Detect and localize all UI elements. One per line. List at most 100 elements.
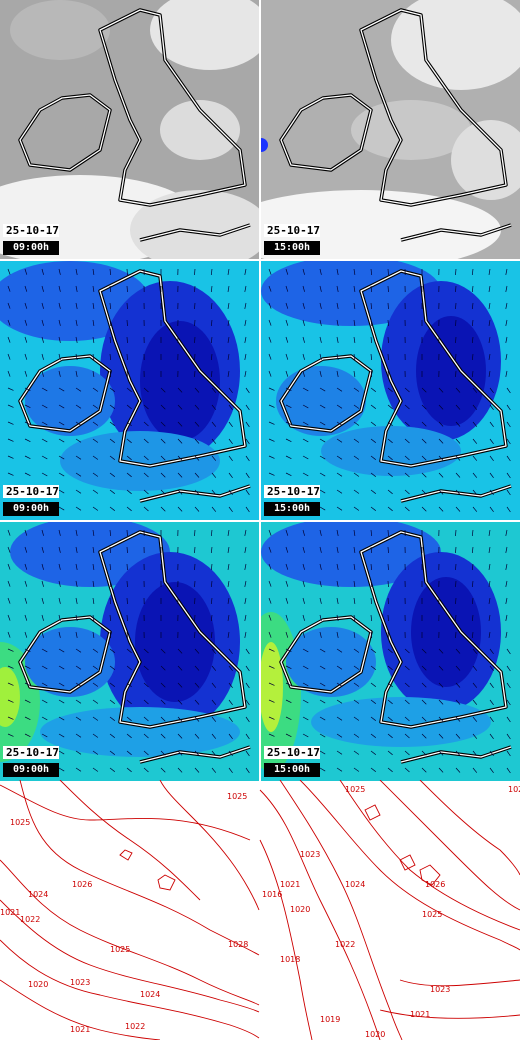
date-label: 25-10-17 — [264, 485, 320, 498]
wind-arrow — [127, 320, 128, 326]
wind-arrow — [456, 564, 457, 570]
date-label: 25-10-17 — [3, 485, 59, 498]
wind-arrow — [456, 303, 457, 309]
wind-map-1500: 25-10-17 15:00h — [261, 261, 520, 520]
isobar-label: 1024 — [345, 880, 365, 889]
isobar-label: 1026 — [72, 880, 92, 889]
wind-arrow — [456, 371, 457, 377]
wind-arrow — [388, 320, 389, 326]
isobar-label: 1023 — [300, 850, 320, 859]
wind-arrow — [127, 286, 128, 292]
wind-arrow — [388, 581, 389, 587]
wind-arrow — [388, 632, 389, 638]
isobar-label: 1018 — [280, 955, 300, 964]
wind-arrow — [456, 269, 457, 275]
time-label: 15:00h — [264, 502, 320, 516]
isobar-label: 1025 — [345, 785, 365, 794]
wind-arrow — [388, 598, 389, 604]
isobar-label: 1025 — [10, 818, 30, 827]
wind-arrow — [127, 269, 128, 275]
isobar-label: 1025 — [110, 945, 130, 954]
wind-arrow — [127, 632, 128, 638]
wind-arrow — [388, 371, 389, 377]
gust-map-graphic — [0, 522, 259, 781]
wind-arrow — [195, 581, 196, 587]
wind-arrow — [456, 354, 457, 360]
isobar-label: 1021 — [410, 1010, 430, 1019]
isobar-label: 1022 — [20, 915, 40, 924]
gust-map-0900: 25-10-17 09:00h — [0, 522, 259, 781]
isobar-label: 1028 — [508, 785, 520, 794]
isobar-label: 1020 — [365, 1030, 385, 1039]
wind-arrow — [195, 598, 196, 604]
cloud-map-graphic — [0, 0, 259, 259]
time-label: 09:00h — [3, 241, 59, 255]
wind-arrow — [127, 337, 128, 343]
wind-arrow — [388, 530, 389, 536]
wind-arrow — [127, 354, 128, 360]
wind-arrow — [456, 581, 457, 587]
wind-arrow — [388, 337, 389, 343]
isobar-label: 1022 — [125, 1022, 145, 1031]
wind-arrow — [388, 354, 389, 360]
wind-arrow — [195, 286, 196, 292]
wind-arrow — [456, 337, 457, 343]
wind-arrow — [127, 615, 128, 621]
isobar-label: 1025 — [227, 792, 247, 801]
wind-arrow — [456, 632, 457, 638]
isobar-label: 1021 — [280, 880, 300, 889]
date-label: 25-10-17 — [264, 224, 320, 237]
wind-arrow — [456, 615, 457, 621]
time-label: 09:00h — [3, 763, 59, 777]
isobar-label: 1019 — [320, 1015, 340, 1024]
wind-arrow — [195, 530, 196, 536]
isobar-label: 1028 — [228, 940, 248, 949]
wind-arrow — [456, 530, 457, 536]
wind-map-graphic — [261, 261, 520, 520]
wind-arrow — [388, 303, 389, 309]
isobar-label: 1024 — [28, 890, 48, 899]
wind-arrow — [195, 337, 196, 343]
isobar-label: 1023 — [70, 978, 90, 987]
date-label: 25-10-17 — [3, 224, 59, 237]
time-label: 15:00h — [264, 763, 320, 777]
wind-arrow — [195, 354, 196, 360]
isobar-label: 1021 — [0, 908, 20, 917]
isobar-label: 1020 — [290, 905, 310, 914]
isobar-label: 1026 — [425, 880, 445, 889]
wind-arrow — [456, 547, 457, 553]
isobar-label: 1025 — [422, 910, 442, 919]
cloud-map-0900: 25-10-17 09:00h — [0, 0, 259, 259]
wind-arrow — [456, 598, 457, 604]
cloud-map-1500: 25-10-17 15:00h — [261, 0, 520, 259]
date-label: 25-10-17 — [3, 746, 59, 759]
isobar-label: 1024 — [140, 990, 160, 999]
wind-arrow — [127, 371, 128, 377]
isobar-label: 1016 — [262, 890, 282, 899]
wind-arrow — [456, 320, 457, 326]
isobar-label: 1021 — [70, 1025, 90, 1034]
wind-map-graphic — [0, 261, 259, 520]
isobar-label: 1022 — [335, 940, 355, 949]
wind-arrow — [456, 286, 457, 292]
wind-arrow — [195, 564, 196, 570]
wind-arrow — [127, 564, 128, 570]
isobar-label: 1020 — [28, 980, 48, 989]
wind-arrow — [195, 371, 196, 377]
wind-arrow — [127, 303, 128, 309]
wind-arrow — [388, 564, 389, 570]
date-label: 25-10-17 — [264, 746, 320, 759]
gust-map-graphic — [261, 522, 520, 781]
time-label: 15:00h — [264, 241, 320, 255]
wind-arrow — [195, 269, 196, 275]
wind-arrow — [388, 547, 389, 553]
wind-map-0900: 25-10-17 09:00h — [0, 261, 259, 520]
wind-arrow — [127, 530, 128, 536]
isobar-label: 1023 — [430, 985, 450, 994]
wind-arrow — [388, 286, 389, 292]
wind-arrow — [195, 320, 196, 326]
wind-arrow — [127, 581, 128, 587]
wind-arrow — [127, 598, 128, 604]
wind-arrow — [127, 547, 128, 553]
